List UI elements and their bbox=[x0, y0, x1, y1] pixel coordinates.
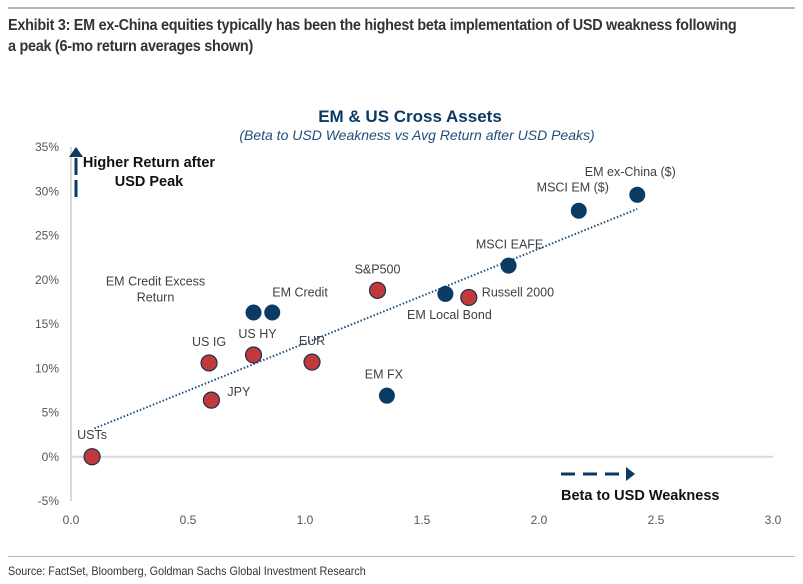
trendline-group bbox=[94, 208, 638, 430]
point-label-line: Return bbox=[137, 290, 175, 304]
y-tick-label: 20% bbox=[35, 273, 59, 287]
top-rule bbox=[8, 7, 795, 9]
x-tick-label: 2.0 bbox=[531, 513, 548, 527]
x-tick-label: 3.0 bbox=[765, 513, 782, 527]
y-tick-label: 30% bbox=[35, 184, 59, 198]
y-tick-label: 15% bbox=[35, 317, 59, 331]
y-tick-label: 35% bbox=[35, 140, 59, 154]
point-label: US IG bbox=[192, 335, 226, 349]
annotations: Higher Return after USD Peak Beta to USD… bbox=[69, 147, 719, 504]
data-points bbox=[83, 186, 646, 466]
x-tick-label: 1.5 bbox=[414, 513, 431, 527]
y-arrow-head-icon bbox=[69, 147, 83, 157]
y-tick-label: 0% bbox=[42, 450, 60, 464]
chart-subtitle: (Beta to USD Weakness vs Avg Return afte… bbox=[239, 127, 594, 143]
x-tick-label: 2.5 bbox=[648, 513, 665, 527]
data-point bbox=[629, 186, 646, 203]
point-label: EM ex-China ($) bbox=[585, 165, 676, 179]
x-tick-label: 1.0 bbox=[297, 513, 314, 527]
trendline bbox=[94, 208, 638, 430]
point-label: Russell 2000 bbox=[482, 285, 554, 299]
data-point bbox=[378, 387, 395, 404]
point-label: EM Local Bond bbox=[407, 308, 492, 322]
point-label: EM Credit bbox=[272, 285, 328, 299]
point-label: USTs bbox=[77, 428, 107, 442]
data-point bbox=[83, 448, 101, 466]
data-point bbox=[200, 354, 218, 372]
data-point bbox=[500, 257, 517, 274]
data-point bbox=[245, 304, 262, 321]
data-point bbox=[437, 285, 454, 302]
x-arrow-label: Beta to USD Weakness bbox=[561, 488, 719, 504]
data-point bbox=[570, 202, 587, 219]
data-point bbox=[368, 281, 387, 299]
y-tick-label: 25% bbox=[35, 229, 59, 243]
point-label: US HY bbox=[238, 327, 277, 341]
x-tick-label: 0.5 bbox=[180, 513, 197, 527]
chart-title: EM & US Cross Assets bbox=[318, 107, 502, 126]
tick-labels: -5% 0% 5% 10% 15% 20% 25% 30% 35% 0.0 0.5 1.0 1.5 2.0… bbox=[35, 140, 782, 527]
y-tick-label: 10% bbox=[35, 361, 59, 375]
y-tick-label: -5% bbox=[38, 494, 60, 508]
point-labels: USTs JPY US IG US HY EUR S&P500 Russell 2000 EM… bbox=[77, 165, 676, 442]
data-point bbox=[303, 353, 321, 371]
point-label: JPY bbox=[227, 385, 251, 399]
y-tick-label: 5% bbox=[42, 406, 60, 420]
point-label: MSCI EM ($) bbox=[537, 181, 609, 195]
point-label: S&P500 bbox=[355, 262, 401, 276]
source-note: Source: FactSet, Bloomberg, Goldman Sach… bbox=[8, 564, 366, 578]
x-tick-label: 0.0 bbox=[63, 513, 80, 527]
point-label: MSCI EAFE bbox=[476, 238, 543, 252]
y-arrow-label-line2: USD Peak bbox=[115, 174, 184, 190]
point-label-line: EM Credit Excess bbox=[106, 274, 205, 288]
bottom-rule bbox=[8, 556, 795, 557]
point-label: EUR bbox=[299, 334, 325, 348]
data-point bbox=[460, 288, 478, 307]
axes bbox=[70, 147, 773, 501]
data-point bbox=[264, 304, 281, 321]
point-label: EM Credit Excess Return bbox=[106, 274, 205, 304]
point-label: EM FX bbox=[365, 368, 404, 382]
exhibit-title: Exhibit 3: EM ex-China equities typicall… bbox=[8, 17, 737, 55]
data-point bbox=[202, 391, 220, 409]
x-arrow-head-icon bbox=[626, 467, 635, 481]
data-point bbox=[244, 346, 263, 364]
y-arrow-label-line1: Higher Return after bbox=[83, 155, 215, 171]
